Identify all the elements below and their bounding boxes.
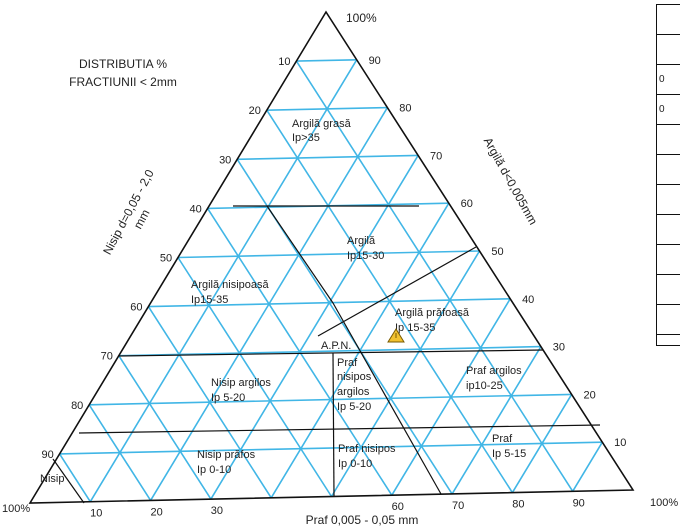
region-argila-grasa-ip: Ip>35 xyxy=(292,132,320,144)
side-table: 0 0 xyxy=(656,4,680,346)
grid-line xyxy=(237,154,419,161)
region-praf-nisipos-argilos-l4: Ip 5-20 xyxy=(337,401,371,413)
ternary-diagram: 10 20 30 40 50 60 70 80 90 90 80 70 60 50 40 30 20 10 10 20… xyxy=(2,10,635,527)
boundary-line xyxy=(266,205,334,304)
grid-line xyxy=(148,298,511,308)
region-argila-grasa-name: Argilă grasă xyxy=(292,118,352,130)
right-tick-label: 70 xyxy=(430,150,442,162)
left-tick-label: 50 xyxy=(160,253,172,265)
table-row xyxy=(657,5,680,35)
right-tick-label: 40 xyxy=(522,294,534,306)
apex-top-label: 100% xyxy=(346,11,377,25)
left-tick-label: 70 xyxy=(101,351,113,363)
region-praf-ip: Ip 5-15 xyxy=(492,448,526,460)
right-tick-label: 30 xyxy=(553,342,565,354)
region-apn-name: A.P.N. xyxy=(321,340,351,352)
region-praf-nisipos-ip: Ip 0-10 xyxy=(338,458,372,470)
grid-line xyxy=(89,59,358,503)
region-praf-nisipos-argilos-l3: argilos xyxy=(337,386,370,398)
region-praf-nisipos-argilos-l1: Praf xyxy=(337,357,358,369)
grid-line xyxy=(572,441,603,492)
left-tick-label: 20 xyxy=(249,105,261,117)
left-tick-label: 80 xyxy=(71,400,83,412)
grid-line xyxy=(266,106,388,111)
right-tick-label: 80 xyxy=(399,103,411,115)
region-argila-prafoasa-name: Argilă prăfoasă xyxy=(395,307,470,319)
corner-left-label: 100% xyxy=(2,503,30,515)
bottom-tick-label: 70 xyxy=(452,500,464,512)
grid-line xyxy=(177,257,333,497)
region-nisip-prafos-ip: Ip 0-10 xyxy=(197,464,231,476)
region-argila-prafoasa-ip: Ip 15-35 xyxy=(395,322,435,334)
tick-labels: 10 20 30 40 50 60 70 80 90 90 80 70 60 50 40 30 20 10 10 20… xyxy=(41,55,626,520)
table-row xyxy=(657,275,680,305)
axis-bottom-title: Praf 0,005 - 0,05 mm xyxy=(306,513,419,527)
grid-line xyxy=(295,60,574,492)
region-praf-argilos-ip: ip10-25 xyxy=(466,380,503,392)
region-argila-nisipoasa-name: Argilă nisipoasă xyxy=(191,279,270,291)
grid-line xyxy=(58,453,91,503)
region-praf-argilos-name: Praf argilos xyxy=(466,365,522,377)
grid-line xyxy=(89,393,572,406)
bottom-tick-label: 30 xyxy=(211,505,223,517)
left-tick-label: 10 xyxy=(278,56,290,68)
region-nisip-name: Nisip xyxy=(40,473,64,485)
region-praf-nisipos-argilos-l2: nisipos xyxy=(337,371,372,383)
axis-right-title: Argilă d<0,005mm xyxy=(481,135,541,227)
table-row xyxy=(657,245,680,275)
diagram-title-line1: DISTRIBUTIA % xyxy=(79,57,167,71)
right-tick-label: 60 xyxy=(461,198,473,210)
table-row xyxy=(657,125,680,155)
grid-line xyxy=(330,250,481,497)
boundary-line xyxy=(332,352,335,498)
bottom-tick-label: 80 xyxy=(512,499,524,511)
region-argila-ip: Ip15-30 xyxy=(347,250,384,262)
bottom-tick-label: 10 xyxy=(90,508,102,520)
bottom-tick-label: 90 xyxy=(573,497,585,509)
table-row: 0 xyxy=(657,65,680,95)
grid-line xyxy=(296,59,357,62)
triangle-outline xyxy=(28,10,635,504)
left-tick-label: 30 xyxy=(219,154,231,166)
boundary-line xyxy=(317,246,477,337)
table-row xyxy=(657,305,680,335)
region-praf-name: Praf xyxy=(492,433,513,445)
right-tick-label: 10 xyxy=(614,437,626,449)
bottom-tick-label: 60 xyxy=(392,501,404,513)
grid-line xyxy=(177,250,480,259)
table-row xyxy=(657,155,680,185)
corner-right-label: 100% xyxy=(650,497,679,509)
table-row xyxy=(657,35,680,65)
boundary-line xyxy=(117,349,544,357)
left-tick-label: 60 xyxy=(130,302,142,314)
boundary-line xyxy=(332,302,442,495)
grid-line xyxy=(451,346,542,495)
region-nisip-argilos-name: Nisip argilos xyxy=(211,377,271,389)
bottom-tick-label: 20 xyxy=(150,506,162,518)
classification-boundaries xyxy=(52,205,601,504)
left-tick-label: 90 xyxy=(41,449,53,461)
region-praf-nisipos-name: Praf nisipos xyxy=(338,443,396,455)
right-tick-label: 50 xyxy=(491,246,503,258)
region-nisip-prafos-name: Nisip prăfos xyxy=(197,449,256,461)
grid-line xyxy=(118,355,212,500)
boundary-line xyxy=(52,458,85,504)
grid-lines xyxy=(58,59,603,503)
table-row xyxy=(657,185,680,215)
grid-line xyxy=(118,345,541,357)
diagram-title-line2: FRACTIUNII < 2mm xyxy=(69,75,177,89)
region-nisip-argilos-ip: Ip 5-20 xyxy=(211,392,245,404)
grid-line xyxy=(59,441,603,455)
table-row: 0 xyxy=(657,95,680,125)
left-tick-label: 40 xyxy=(189,203,201,215)
right-tick-label: 90 xyxy=(369,55,381,67)
region-argila-nisipoasa-ip: Ip15-35 xyxy=(191,294,228,306)
table-row xyxy=(657,215,680,245)
grid-line xyxy=(210,154,419,500)
region-argila-name: Argilă xyxy=(347,235,376,247)
right-tick-label: 20 xyxy=(583,389,595,401)
boundary-line xyxy=(78,424,601,434)
sample-marker-icon xyxy=(387,328,405,343)
